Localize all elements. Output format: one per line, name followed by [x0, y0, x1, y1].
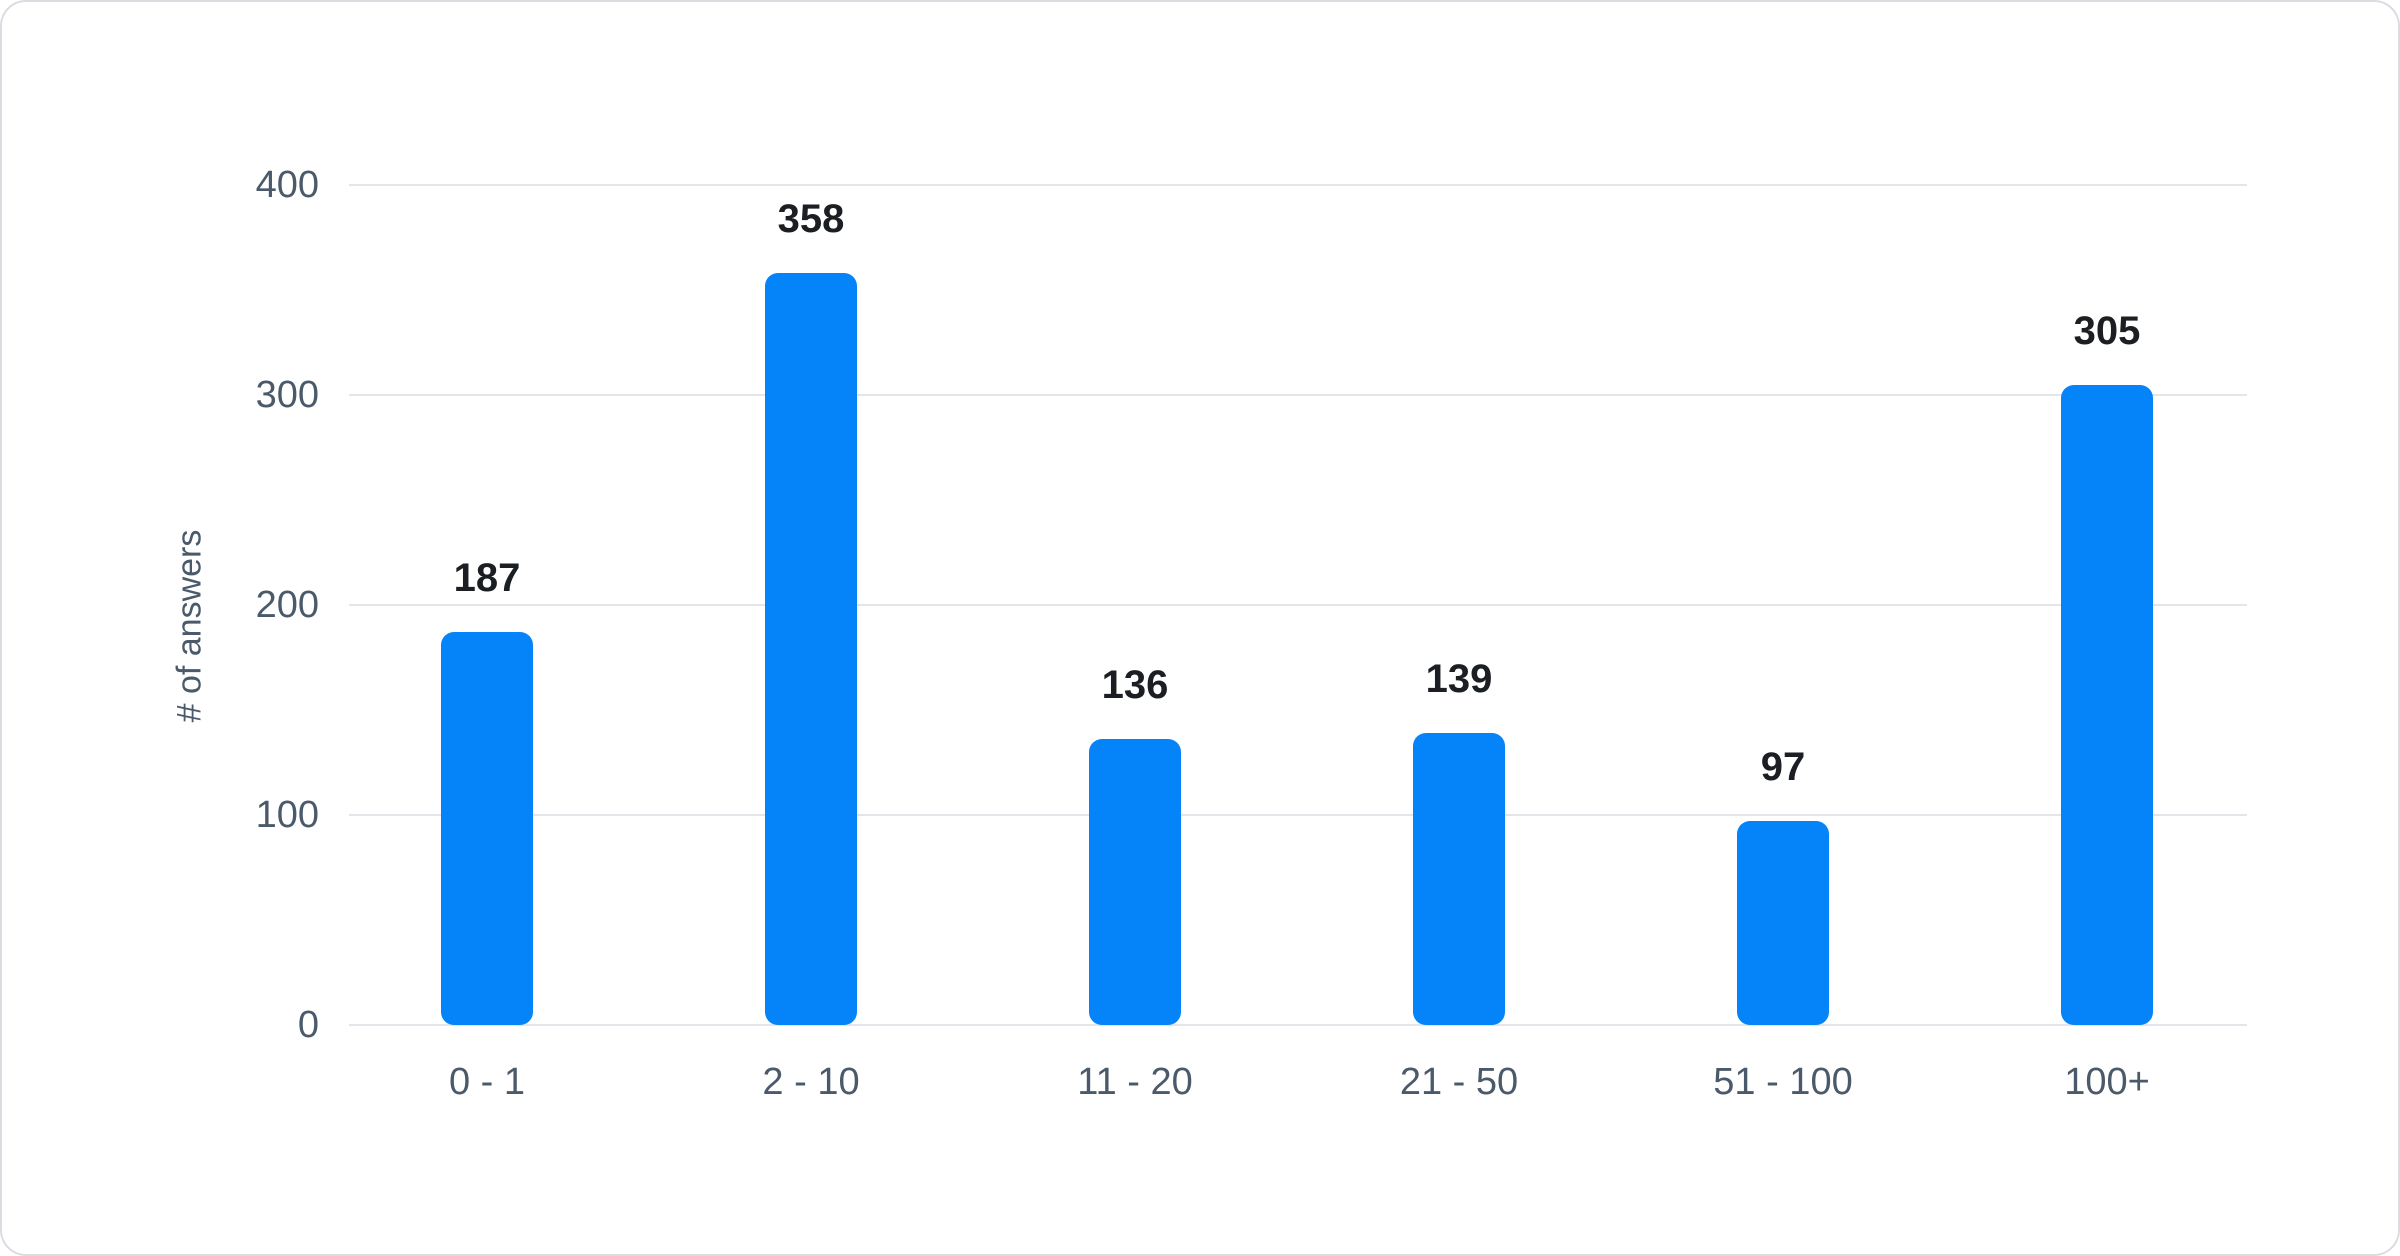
bar-21-50 — [1413, 733, 1505, 1025]
bar-51-100 — [1737, 821, 1829, 1025]
x-tick-label-51-100: 51 - 100 — [1713, 1061, 1853, 1103]
x-tick-label-21-50: 21 - 50 — [1399, 1061, 1519, 1103]
gridline-y-400 — [349, 184, 2247, 186]
gridline-y-200 — [349, 604, 2247, 606]
gridline-y-300 — [349, 394, 2247, 396]
y-tick-label-100: 100 — [255, 794, 319, 836]
bar-value-label-2-10: 358 — [777, 197, 845, 242]
bar-value-label-51-100: 97 — [1760, 745, 1806, 790]
bar-value-label-100+: 305 — [2073, 308, 2141, 353]
y-tick-label-200: 200 — [255, 584, 319, 626]
y-axis-title: # of answers — [170, 529, 209, 723]
bar-value-label-11-20: 136 — [1101, 663, 1169, 708]
plot-area: # of answers 0 100 200 300 400 187 358 136 139 9… — [171, 166, 2247, 1101]
x-tick-label-0-1: 0 - 1 — [448, 1061, 526, 1103]
x-tick-label-100+: 100+ — [2064, 1061, 2150, 1103]
bar-100+ — [2061, 384, 2153, 1025]
y-tick-label-300: 300 — [255, 374, 319, 416]
gridline-y-0 — [349, 1024, 2247, 1026]
bar-2-10 — [765, 273, 857, 1025]
x-tick-label-2-10: 2 - 10 — [762, 1061, 860, 1103]
gridline-y-100 — [349, 814, 2247, 816]
bar-value-label-21-50: 139 — [1425, 657, 1493, 702]
y-tick-label-400: 400 — [255, 164, 319, 206]
x-tick-label-11-20: 11 - 20 — [1077, 1061, 1193, 1103]
bar-0-1 — [441, 632, 533, 1025]
bar-11-20 — [1089, 739, 1181, 1025]
y-tick-label-0: 0 — [297, 1004, 319, 1046]
bar-value-label-0-1: 187 — [453, 556, 521, 601]
